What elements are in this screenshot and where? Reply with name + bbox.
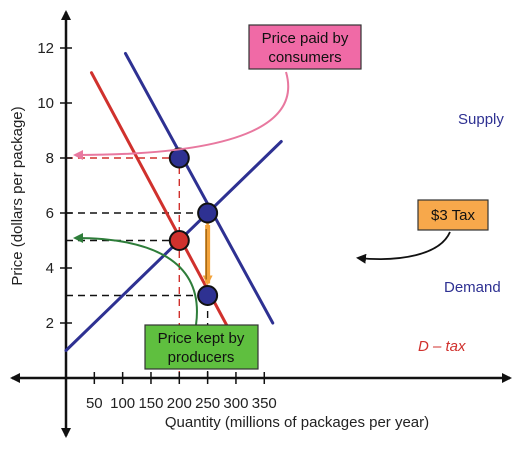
- x-tick-label-50: 50: [86, 395, 103, 412]
- price-paid-connector: [73, 71, 290, 160]
- x-tick-label-100: 100: [110, 395, 135, 412]
- series-label-supply: Supply: [458, 111, 504, 128]
- point-250-3: [197, 285, 219, 306]
- x-tick-label-150: 150: [138, 395, 163, 412]
- y-tick-label-12: 12: [37, 40, 54, 57]
- price-kept-line-2: producers: [168, 349, 235, 366]
- equilibrium-points: [168, 147, 219, 306]
- tax-label: $3 Tax: [431, 207, 475, 224]
- tax-arrow: [202, 217, 213, 286]
- x-axis-title: Quantity (millions of packages per year): [165, 414, 429, 431]
- price-paid-callout: Price paid by consumers: [73, 24, 362, 160]
- price-paid-line-1: Price paid by: [262, 30, 349, 47]
- price-kept-line-1: Price kept by: [158, 330, 245, 347]
- y-tick-label-10: 10: [37, 95, 54, 112]
- price-kept-callout: Price kept by producers: [73, 233, 259, 370]
- y-tick-label-8: 8: [46, 150, 54, 167]
- price-paid-box: [248, 24, 362, 70]
- x-tick-label-350: 350: [252, 395, 277, 412]
- point-250-6: [197, 202, 219, 224]
- tax-callout: $3 Tax: [356, 199, 489, 264]
- axes: [10, 10, 512, 438]
- y-tick-label-2: 2: [46, 315, 54, 332]
- x-tick-label-200: 200: [167, 395, 192, 412]
- tax-connector: [356, 231, 451, 264]
- y-tick-label-4: 4: [46, 260, 54, 277]
- price-kept-box: [144, 324, 259, 370]
- tick-marks: 50 100 150 200 250 300 350 2 4 6 8 10 12: [37, 40, 276, 412]
- price-kept-connector: [73, 233, 198, 326]
- x-tick-label-300: 300: [223, 395, 248, 412]
- x-tick-label-250: 250: [195, 395, 220, 412]
- series-lines: [64, 52, 283, 352]
- y-axis-title: Price (dollars per package): [9, 106, 26, 285]
- point-200-8: [168, 147, 190, 169]
- demand-line: [123, 52, 275, 325]
- price-paid-line-2: consumers: [268, 49, 341, 66]
- point-200-5: [168, 230, 190, 251]
- series-label-d-tax: D – tax: [418, 338, 466, 355]
- y-tick-label-6: 6: [46, 205, 54, 222]
- tax-box: [417, 199, 489, 231]
- series-label-demand: Demand: [444, 279, 501, 296]
